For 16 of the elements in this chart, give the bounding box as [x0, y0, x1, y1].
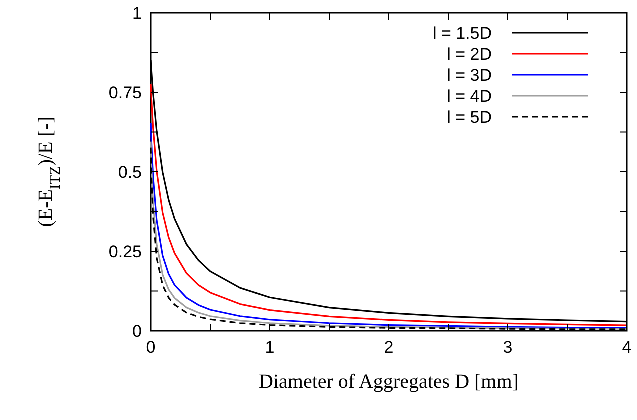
legend-label: l = 2D [447, 45, 492, 64]
x-axis-title: Diameter of Aggregates D [mm] [259, 371, 519, 393]
x-tick-label: 3 [503, 338, 513, 357]
legend-label: l = 4D [447, 87, 492, 106]
x-tick-label: 4 [622, 338, 632, 357]
y-tick-label: 0.25 [108, 242, 142, 262]
x-tick-label: 0 [146, 338, 156, 357]
legend-label: l = 3D [447, 66, 492, 85]
legend-label: l = 1.5D [432, 24, 492, 43]
y-tick-label: 0 [132, 322, 142, 341]
x-tick-label: 1 [265, 338, 275, 357]
y-tick-label: 0.5 [118, 163, 142, 182]
legend-label: l = 5D [447, 108, 492, 127]
x-tick-label: 2 [384, 338, 394, 357]
y-tick-label: 0.75 [108, 84, 142, 102]
y-tick-label: 1 [132, 4, 142, 23]
